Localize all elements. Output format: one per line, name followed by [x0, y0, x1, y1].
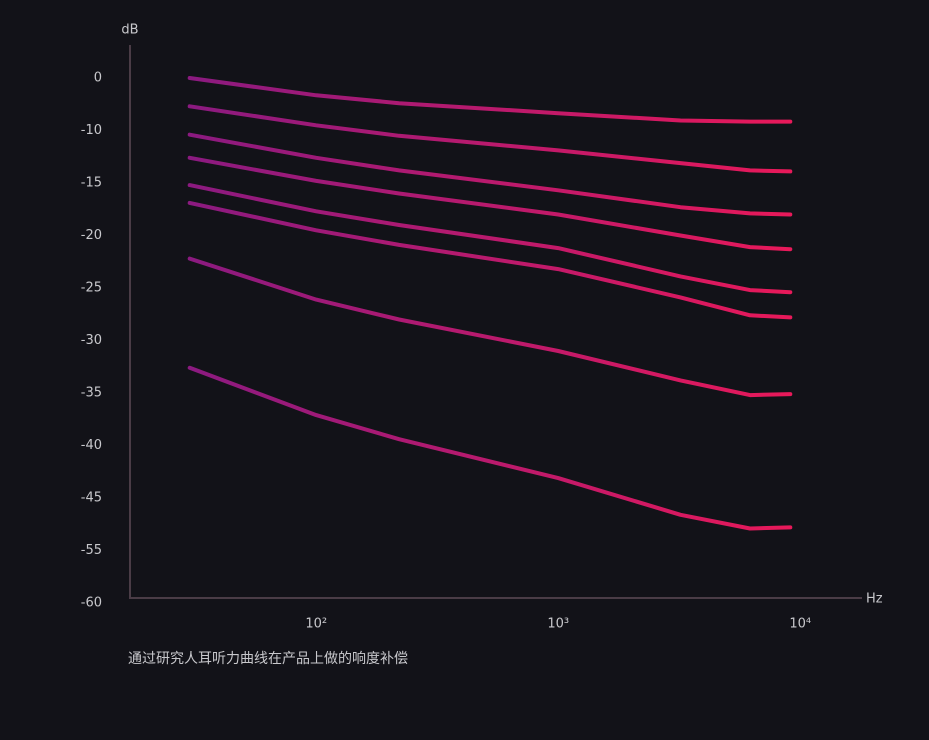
- y-tick-label: -55: [81, 543, 102, 558]
- y-tick-label: -25: [81, 281, 102, 296]
- curve: [187, 200, 793, 320]
- y-tick-label: -15: [81, 176, 102, 191]
- y-tick-label: -60: [81, 596, 102, 611]
- x-tick-label: 10³: [547, 617, 569, 632]
- curve: [187, 132, 793, 217]
- curve: [187, 104, 793, 174]
- curve: [187, 76, 793, 124]
- y-axis-label: dB: [121, 23, 138, 38]
- curve: [187, 365, 793, 531]
- x-axis-label: Hz: [866, 592, 883, 607]
- y-tick-label: -10: [81, 123, 102, 138]
- caption: 通过研究人耳听力曲线在产品上做的响度补偿: [128, 651, 408, 667]
- y-tick-label: -30: [81, 333, 102, 348]
- curve: [187, 155, 793, 252]
- x-tick-label: 10²: [305, 617, 327, 632]
- y-tick-label: -20: [81, 228, 102, 243]
- curve: [187, 256, 793, 398]
- curve: [187, 183, 793, 295]
- y-tick-label: 0: [94, 71, 102, 86]
- x-tick-label: 10⁴: [789, 617, 811, 632]
- y-tick-label: -45: [81, 491, 102, 506]
- y-tick-label: -35: [81, 386, 102, 401]
- y-tick-label: -40: [81, 438, 102, 453]
